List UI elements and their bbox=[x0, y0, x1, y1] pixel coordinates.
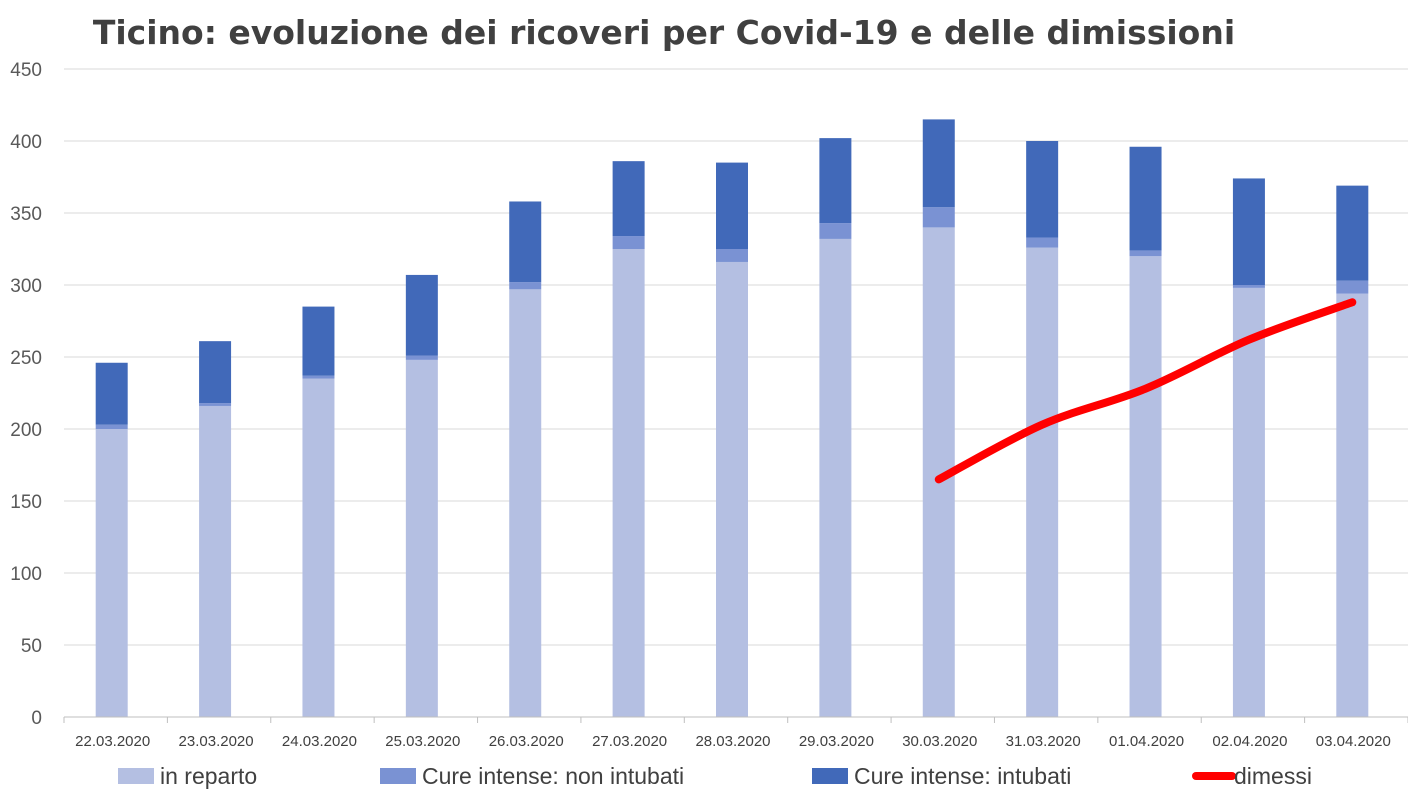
x-tick-label: 27.03.2020 bbox=[592, 733, 667, 750]
bar-segment bbox=[1026, 247, 1059, 717]
bar-segment bbox=[302, 378, 335, 717]
bar-segment bbox=[509, 201, 542, 283]
x-axis: 22.03.2020 23.03.2020 24.03.2020 25.03.2020… bbox=[63, 716, 1408, 750]
bar-segment bbox=[1129, 250, 1162, 257]
bar-segment bbox=[922, 119, 955, 208]
bar-segment bbox=[1026, 141, 1059, 238]
bar-segment bbox=[302, 375, 335, 379]
bar-segment bbox=[716, 249, 748, 262]
x-tick-label: 28.03.2020 bbox=[695, 733, 770, 750]
x-tick-label: 31.03.2020 bbox=[1006, 733, 1081, 750]
legend: in reparto Cure intense: non intubati Cure… bbox=[118, 763, 1312, 789]
x-tick-label: 29.03.2020 bbox=[799, 733, 874, 750]
x-tick-label: 25.03.2020 bbox=[385, 733, 460, 750]
bar-segment bbox=[95, 429, 128, 717]
y-tick-label: 400 bbox=[10, 132, 42, 153]
y-tick-label: 100 bbox=[10, 564, 42, 585]
bar-segment bbox=[1129, 146, 1162, 251]
y-tick-label: 250 bbox=[10, 348, 42, 369]
dimessi-line bbox=[934, 298, 1357, 484]
bar-segment bbox=[199, 403, 232, 406]
bar-segment bbox=[612, 236, 645, 249]
bar-segment bbox=[509, 282, 542, 290]
bar-segment bbox=[1336, 293, 1369, 717]
bar-segment bbox=[1336, 280, 1369, 294]
bar-segment bbox=[922, 207, 955, 228]
x-tick-label: 01.04.2020 bbox=[1109, 733, 1184, 750]
x-tick-label: 23.03.2020 bbox=[179, 733, 254, 750]
x-tick-label: 26.03.2020 bbox=[489, 733, 564, 750]
dimessi-line-layer bbox=[934, 298, 1357, 484]
bars bbox=[95, 119, 1369, 718]
bar-segment bbox=[95, 362, 128, 425]
x-tick-label: 02.04.2020 bbox=[1212, 733, 1287, 750]
bar-segment bbox=[716, 162, 748, 249]
bar-segment bbox=[612, 161, 645, 237]
chart-title: Ticino: evoluzione dei ricoveri per Covi… bbox=[93, 13, 1235, 52]
y-tick-label: 350 bbox=[10, 204, 42, 225]
bar-segment bbox=[199, 341, 232, 404]
legend-swatch bbox=[380, 768, 416, 784]
legend-label: dimessi bbox=[1234, 763, 1312, 789]
legend-label: Cure intense: non intubati bbox=[422, 763, 684, 789]
x-tick-label: 03.04.2020 bbox=[1316, 733, 1391, 750]
legend-label: Cure intense: intubati bbox=[854, 763, 1071, 789]
y-axis: 0 50 100 150 200 250 300 350 400 450 bbox=[10, 60, 42, 729]
y-tick-label: 200 bbox=[10, 420, 42, 441]
legend-label: in reparto bbox=[160, 763, 257, 789]
bar-segment bbox=[509, 289, 542, 717]
bar-segment bbox=[1336, 185, 1369, 281]
bar-segment bbox=[1129, 256, 1162, 717]
bar-segment bbox=[405, 274, 438, 356]
bar-segment bbox=[1232, 287, 1265, 717]
bar-segment bbox=[1026, 237, 1059, 248]
bar-segment bbox=[1232, 178, 1265, 285]
bar-segment bbox=[819, 138, 852, 224]
bar-segment bbox=[405, 355, 438, 360]
bar-segment bbox=[199, 405, 232, 717]
bar-segment bbox=[716, 261, 748, 717]
bar-segment bbox=[95, 424, 128, 429]
bar-segment bbox=[302, 306, 335, 376]
bar-segment bbox=[612, 249, 645, 717]
x-tick-label: 24.03.2020 bbox=[282, 733, 357, 750]
y-tick-label: 150 bbox=[10, 492, 42, 513]
x-tick-label: 22.03.2020 bbox=[75, 733, 150, 750]
y-tick-label: 450 bbox=[10, 60, 42, 81]
bar-segment bbox=[819, 223, 852, 239]
y-tick-label: 300 bbox=[10, 276, 42, 297]
x-tick-label: 30.03.2020 bbox=[902, 733, 977, 750]
bar-segment bbox=[1232, 285, 1265, 288]
legend-swatch bbox=[812, 768, 848, 784]
legend-swatch bbox=[118, 768, 154, 784]
bar-segment bbox=[405, 359, 438, 717]
y-tick-label: 0 bbox=[31, 708, 42, 729]
y-tick-label: 50 bbox=[21, 636, 42, 657]
bar-segment bbox=[819, 238, 852, 718]
